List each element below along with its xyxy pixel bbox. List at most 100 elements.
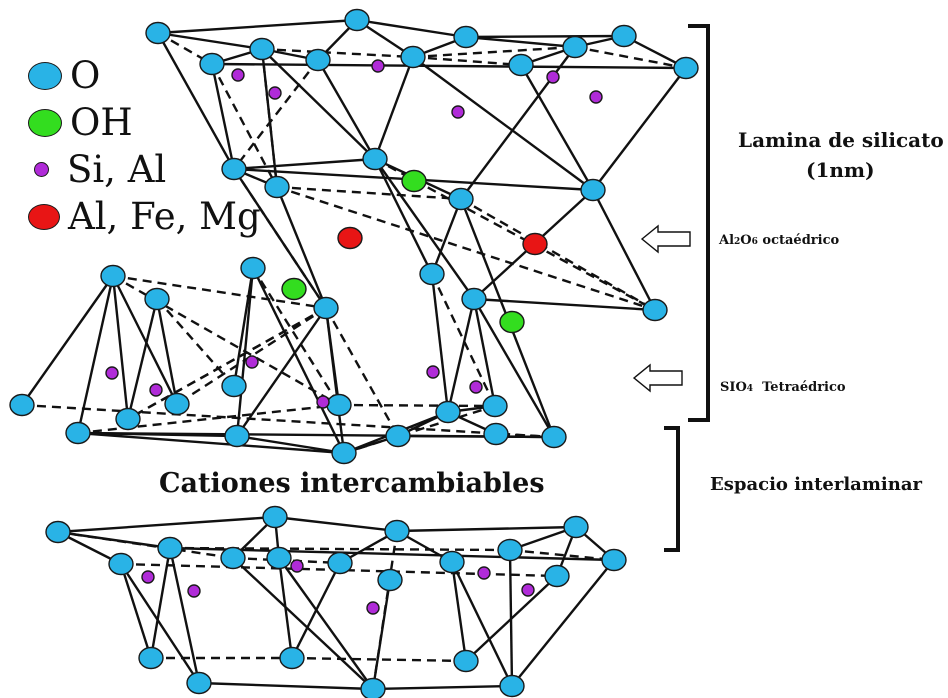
bond-line bbox=[236, 307, 327, 437]
bond-line bbox=[261, 48, 376, 160]
oxygen-atom bbox=[144, 287, 170, 311]
oxygen-atom bbox=[642, 298, 668, 322]
bond-line bbox=[210, 63, 236, 170]
oxygen-atom bbox=[279, 646, 305, 670]
bond-line bbox=[76, 275, 115, 434]
bond-line bbox=[324, 307, 346, 454]
bond-line bbox=[472, 298, 497, 407]
oxygen-atom bbox=[305, 48, 331, 72]
bond-line bbox=[460, 197, 656, 312]
bond-line bbox=[324, 307, 400, 437]
oxygen-atom bbox=[400, 45, 426, 69]
bond-line bbox=[290, 562, 342, 659]
octa-prefix: Al bbox=[719, 233, 735, 248]
si-al-atom bbox=[231, 68, 245, 82]
oxygen-atom bbox=[264, 175, 290, 199]
oxygen-atom bbox=[220, 546, 246, 570]
si-al-atom bbox=[187, 584, 201, 598]
legend-item-hydroxyl: OH bbox=[28, 99, 261, 146]
bond-line bbox=[316, 59, 377, 160]
bond-line bbox=[168, 547, 201, 684]
oxygen-atom bbox=[9, 393, 35, 417]
bond-line bbox=[465, 34, 625, 39]
bond-line bbox=[157, 18, 358, 35]
bond-line bbox=[251, 267, 341, 406]
bond-line bbox=[446, 298, 476, 413]
bond-line bbox=[169, 546, 615, 562]
oxygen-atom bbox=[100, 264, 126, 288]
hydroxyl-atom bbox=[499, 310, 525, 334]
bond-line bbox=[127, 306, 327, 421]
bond-line bbox=[473, 297, 656, 312]
oxygen-atom bbox=[344, 8, 370, 32]
oxygen-atom bbox=[453, 649, 479, 673]
bond-line bbox=[274, 515, 398, 533]
bond-line bbox=[126, 298, 159, 420]
oxygen-atom bbox=[508, 53, 534, 77]
oxygen-atom bbox=[65, 421, 91, 445]
oxygen-atom bbox=[115, 407, 141, 431]
bond-line bbox=[472, 298, 556, 438]
si-al-atom bbox=[141, 570, 155, 584]
bond-line bbox=[373, 56, 415, 160]
oxygen-atom bbox=[199, 52, 225, 76]
bond-line bbox=[465, 575, 558, 662]
si-al-atom bbox=[371, 59, 385, 73]
oxygen-atom bbox=[313, 296, 339, 320]
tetrahedral-label: SIO4 Tetraédrico bbox=[720, 380, 846, 395]
oxygen-atom bbox=[331, 441, 357, 465]
octa-suffix: octaédrico bbox=[757, 233, 840, 248]
legend-item-si-al: Si, Al bbox=[28, 146, 261, 193]
bond-line bbox=[260, 48, 279, 188]
bond-line bbox=[275, 186, 328, 309]
bond-line bbox=[412, 55, 522, 67]
bond-line bbox=[211, 62, 687, 70]
tetra-prefix: SIO bbox=[720, 380, 747, 395]
octahedral-label: Al2O6 octaédrico bbox=[719, 233, 839, 248]
lamina-bracket bbox=[688, 24, 710, 422]
bond-line bbox=[156, 32, 236, 170]
bond-line bbox=[430, 198, 463, 275]
interlaminar-label: Espacio interlaminar bbox=[710, 474, 922, 495]
bond-line bbox=[119, 563, 153, 659]
bond-line bbox=[278, 557, 374, 690]
bond-line bbox=[111, 275, 179, 405]
oxygen-atom bbox=[221, 157, 247, 181]
oxygen-atom bbox=[563, 515, 589, 539]
bond-line bbox=[374, 158, 475, 300]
oxygen-swatch bbox=[28, 61, 62, 90]
bond-line bbox=[276, 185, 462, 201]
si-al-atom bbox=[546, 70, 560, 84]
si-al-atom bbox=[245, 355, 259, 369]
oxygen-atom bbox=[327, 551, 353, 575]
bond-line bbox=[156, 298, 235, 387]
lamina-title: Lamina de silicato bbox=[738, 128, 944, 152]
bond-line bbox=[450, 561, 514, 687]
cations-label: Cationes intercambiables bbox=[159, 468, 545, 499]
bond-line bbox=[371, 530, 399, 690]
tetra-sub: 4 bbox=[746, 384, 754, 394]
bond-line bbox=[338, 403, 496, 408]
oxygen-atom bbox=[249, 37, 275, 61]
bond-line bbox=[112, 274, 340, 407]
bond-line bbox=[509, 548, 615, 562]
oxygen-atom bbox=[435, 400, 461, 424]
bond-line bbox=[291, 656, 467, 663]
al-fe-mg-atom bbox=[337, 226, 363, 250]
legend-label: O bbox=[70, 54, 101, 97]
bond-line bbox=[276, 185, 656, 312]
bond-line bbox=[57, 515, 276, 534]
al-fe-mg-atom bbox=[522, 232, 548, 256]
oxygen-atom bbox=[157, 536, 183, 560]
al-fe-mg-swatch bbox=[28, 203, 60, 230]
oxygen-atom bbox=[673, 56, 699, 80]
oxygen-atom bbox=[224, 424, 250, 448]
oxygen-atom bbox=[45, 520, 71, 544]
oxygen-atom bbox=[541, 425, 567, 449]
oxygen-atom bbox=[562, 35, 588, 59]
si-al-atom bbox=[451, 105, 465, 119]
bond-line bbox=[261, 47, 414, 59]
oxygen-atom bbox=[186, 671, 212, 695]
oxygen-atom bbox=[453, 25, 479, 49]
